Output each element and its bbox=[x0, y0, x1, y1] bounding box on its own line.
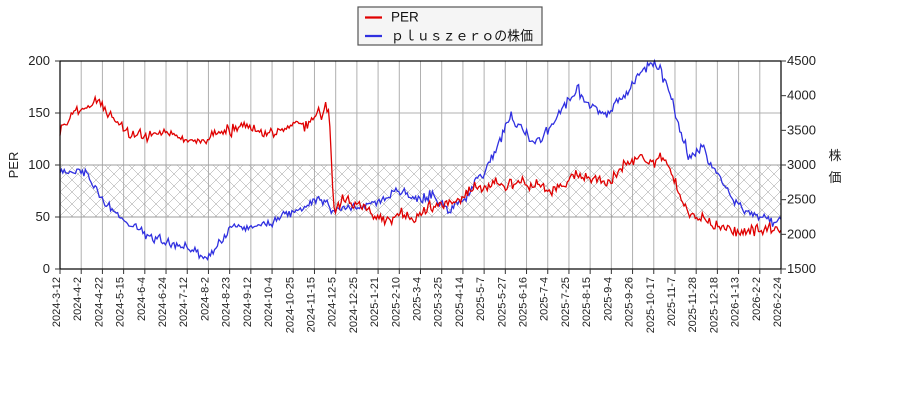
svg-text:0: 0 bbox=[43, 261, 50, 276]
svg-text:3500: 3500 bbox=[787, 122, 816, 137]
svg-text:2025-1-21: 2025-1-21 bbox=[369, 277, 381, 327]
svg-text:2500: 2500 bbox=[787, 192, 816, 207]
svg-text:2024-12-5: 2024-12-5 bbox=[327, 277, 339, 327]
svg-text:2025-9-4: 2025-9-4 bbox=[602, 277, 614, 321]
svg-text:2024-6-24: 2024-6-24 bbox=[157, 277, 169, 327]
svg-text:4500: 4500 bbox=[787, 53, 816, 68]
svg-text:2025-3-25: 2025-3-25 bbox=[433, 277, 445, 327]
svg-text:2024-8-23: 2024-8-23 bbox=[221, 277, 233, 327]
svg-text:2024-9-12: 2024-9-12 bbox=[242, 277, 254, 327]
svg-text:2024-11-15: 2024-11-15 bbox=[305, 277, 317, 332]
svg-text:50: 50 bbox=[36, 209, 50, 224]
svg-text:2024-10-4: 2024-10-4 bbox=[263, 277, 275, 327]
svg-text:150: 150 bbox=[28, 105, 50, 120]
svg-text:2025-6-16: 2025-6-16 bbox=[518, 277, 530, 327]
svg-text:価: 価 bbox=[828, 170, 841, 185]
svg-text:2026-1-13: 2026-1-13 bbox=[730, 277, 742, 327]
svg-text:2000: 2000 bbox=[787, 226, 816, 241]
svg-text:2025-4-14: 2025-4-14 bbox=[454, 277, 466, 327]
svg-text:2025-3-4: 2025-3-4 bbox=[412, 277, 424, 321]
svg-text:2025-2-10: 2025-2-10 bbox=[390, 277, 402, 327]
svg-text:2025-9-26: 2025-9-26 bbox=[624, 277, 636, 327]
svg-text:2025-5-27: 2025-5-27 bbox=[496, 277, 508, 327]
svg-text:2024-6-4: 2024-6-4 bbox=[136, 277, 148, 321]
svg-text:2024-4-2: 2024-4-2 bbox=[72, 277, 84, 321]
svg-text:2024-3-12: 2024-3-12 bbox=[51, 277, 63, 327]
svg-text:2025-11-7: 2025-11-7 bbox=[666, 277, 678, 326]
svg-text:2025-10-17: 2025-10-17 bbox=[645, 277, 657, 333]
svg-text:PER: PER bbox=[6, 152, 21, 179]
svg-text:1500: 1500 bbox=[787, 261, 816, 276]
svg-text:2026-2-24: 2026-2-24 bbox=[772, 277, 784, 327]
svg-text:2025-12-18: 2025-12-18 bbox=[708, 277, 720, 333]
svg-text:PER: PER bbox=[391, 10, 419, 25]
svg-text:4000: 4000 bbox=[787, 88, 816, 103]
svg-text:2024-7-12: 2024-7-12 bbox=[178, 277, 190, 327]
svg-text:2025-7-25: 2025-7-25 bbox=[560, 277, 572, 327]
svg-text:2026-2-2: 2026-2-2 bbox=[751, 277, 763, 321]
svg-text:2025-5-7: 2025-5-7 bbox=[475, 277, 487, 321]
svg-text:2024-12-25: 2024-12-25 bbox=[348, 277, 360, 333]
svg-text:2025-11-28: 2025-11-28 bbox=[687, 277, 699, 332]
svg-text:2025-8-15: 2025-8-15 bbox=[581, 277, 593, 327]
svg-text:2025-7-4: 2025-7-4 bbox=[539, 277, 551, 321]
svg-text:2024-10-25: 2024-10-25 bbox=[284, 277, 296, 333]
svg-text:2024-5-15: 2024-5-15 bbox=[115, 277, 127, 327]
svg-text:ｐｌｕｓｚｅｒｏの株価: ｐｌｕｓｚｅｒｏの株価 bbox=[391, 29, 533, 44]
svg-text:2024-4-22: 2024-4-22 bbox=[93, 277, 105, 327]
svg-text:3000: 3000 bbox=[787, 157, 816, 172]
svg-text:2024-8-2: 2024-8-2 bbox=[199, 277, 211, 321]
svg-text:200: 200 bbox=[28, 53, 50, 68]
svg-text:株: 株 bbox=[828, 148, 841, 163]
svg-text:100: 100 bbox=[28, 157, 50, 172]
